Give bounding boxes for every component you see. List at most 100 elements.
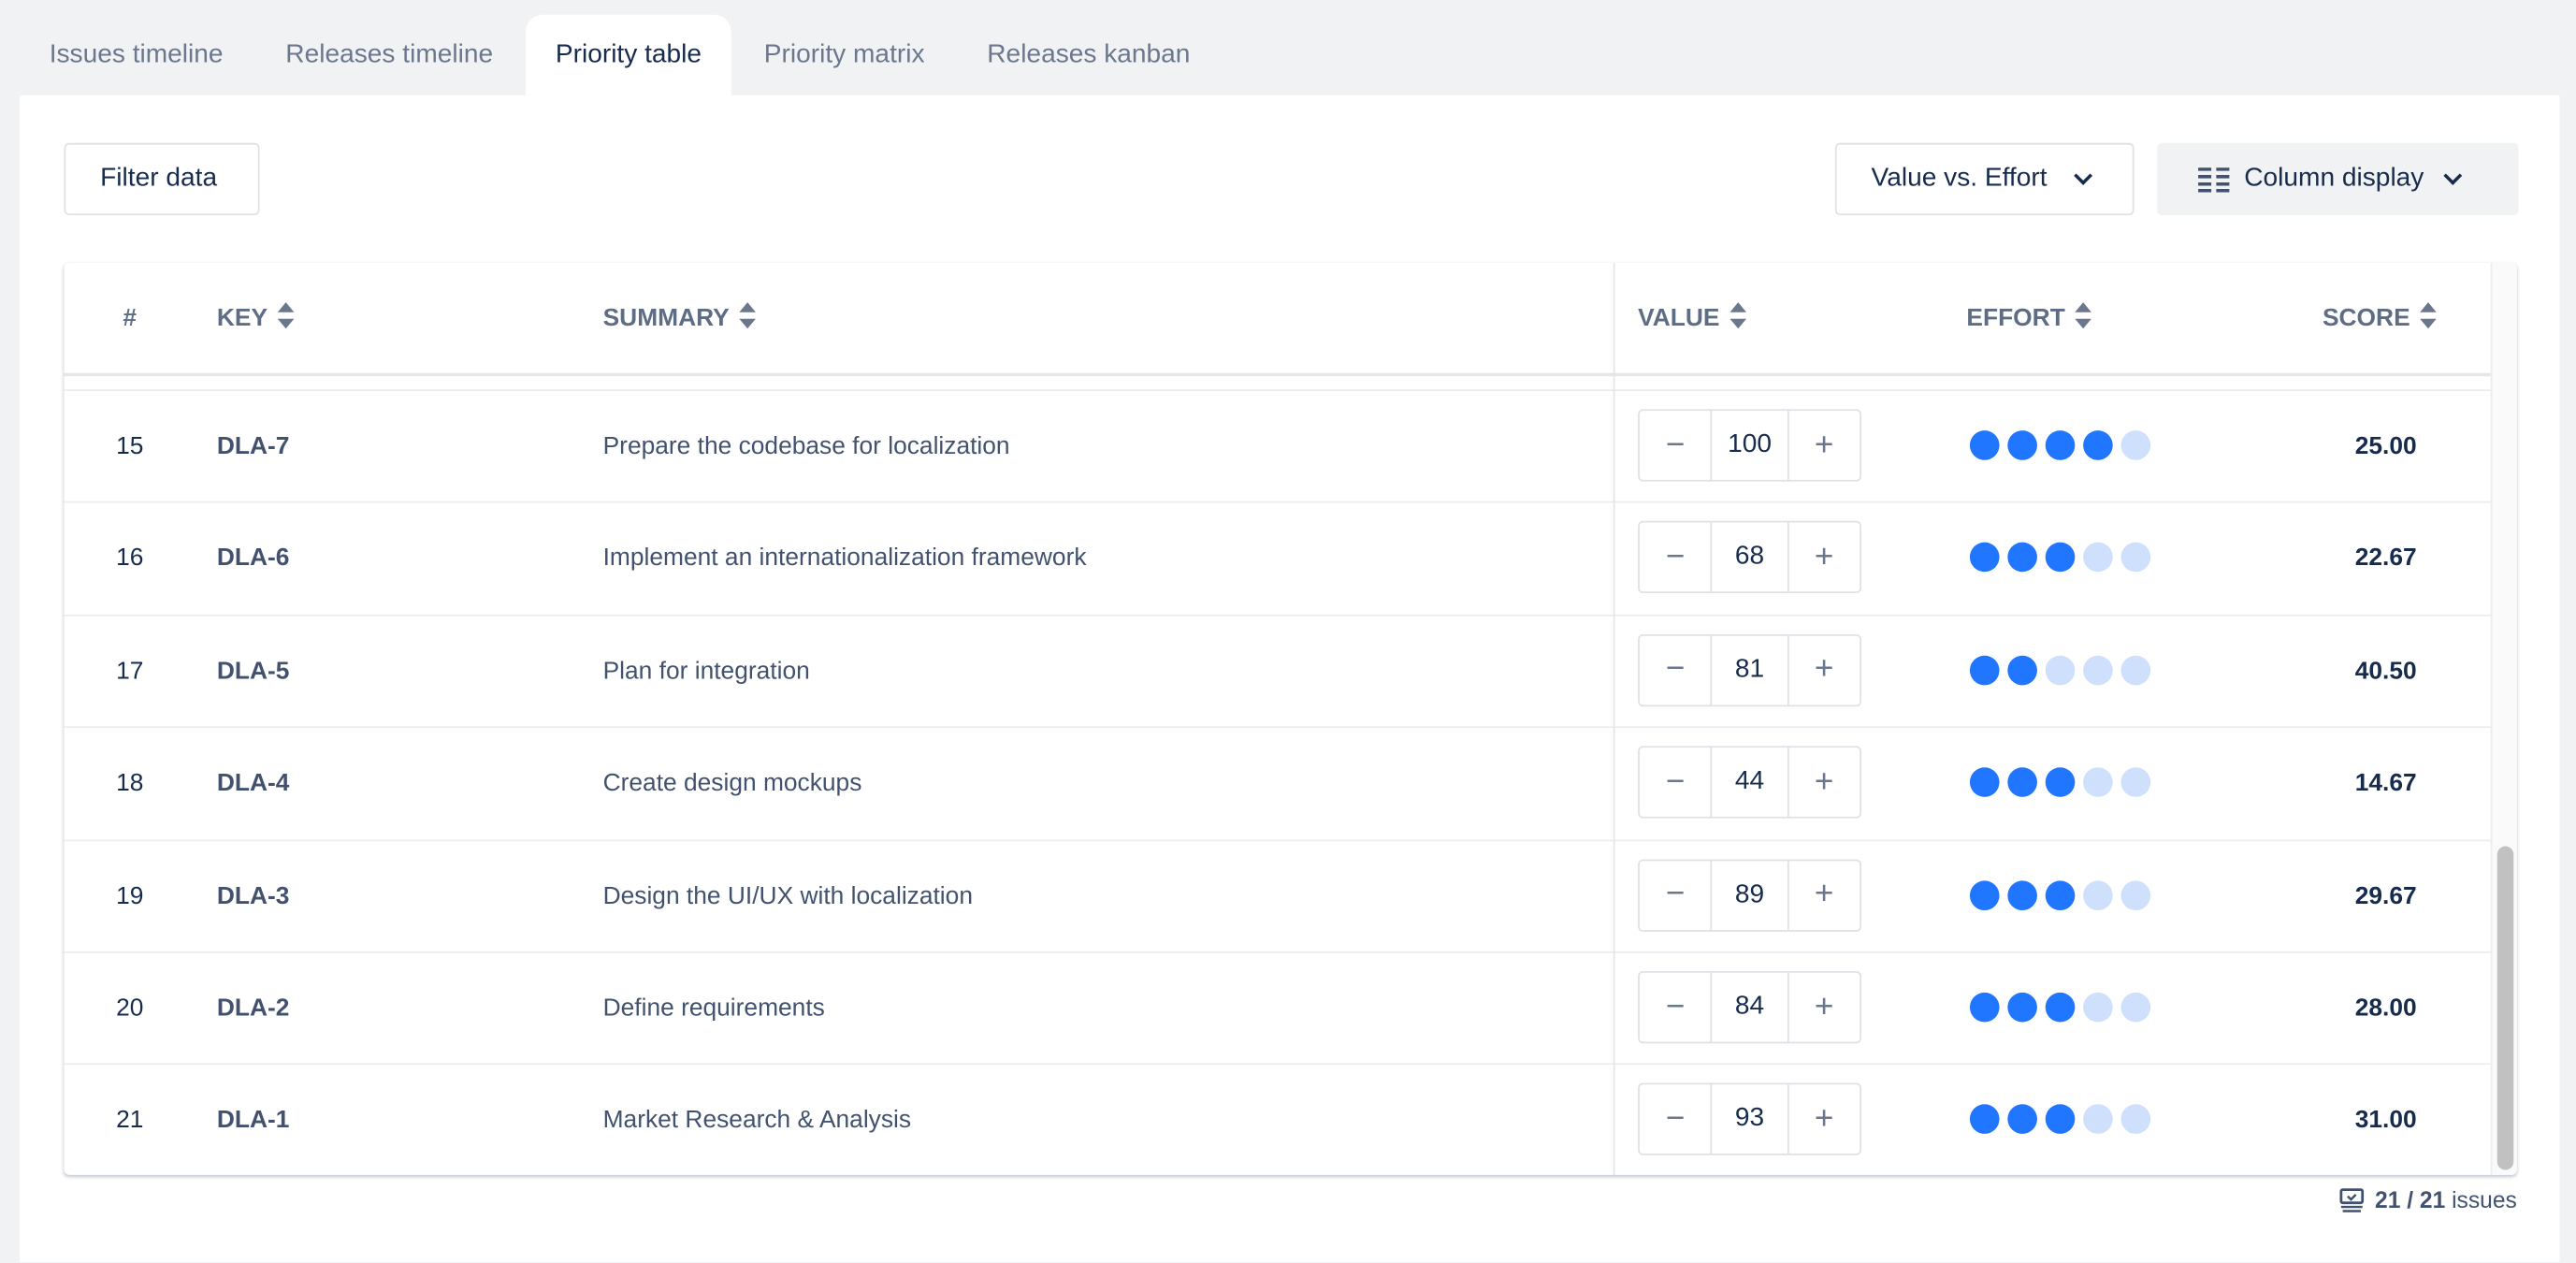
effort-dot[interactable] — [1969, 767, 2000, 798]
table-row[interactable]: 18 DLA-4 Create design mockups − 44 + 14… — [64, 726, 2491, 838]
effort-dot[interactable] — [1969, 879, 2000, 910]
effort-rating[interactable] — [1969, 655, 2159, 686]
decrement-button[interactable]: − — [1665, 651, 1686, 688]
value-input[interactable]: 68 — [1711, 523, 1789, 592]
tab-priority-matrix[interactable]: Priority matrix — [763, 40, 925, 69]
value-input[interactable]: 100 — [1711, 411, 1789, 480]
effort-dot[interactable] — [2083, 655, 2113, 686]
decrement-button[interactable]: − — [1665, 988, 1686, 1025]
row-number: 17 — [116, 657, 144, 686]
effort-dot[interactable] — [2083, 879, 2113, 910]
header-effort-label: EFFORT — [1966, 303, 2065, 332]
effort-dot[interactable] — [2045, 1104, 2076, 1135]
effort-rating[interactable] — [1969, 430, 2159, 460]
issue-key[interactable]: DLA-1 — [216, 1106, 290, 1135]
effort-dot[interactable] — [2120, 767, 2151, 798]
table-row[interactable]: 16 DLA-6 Implement an internationalizati… — [64, 501, 2491, 613]
tab-issues-timeline[interactable]: Issues timeline — [49, 40, 224, 69]
issue-key[interactable]: DLA-4 — [216, 769, 290, 798]
effort-dot[interactable] — [1969, 992, 2000, 1023]
increment-button[interactable]: + — [1814, 426, 1834, 463]
decrement-button[interactable]: − — [1665, 876, 1686, 912]
increment-button[interactable]: + — [1814, 651, 1834, 688]
effort-dot[interactable] — [2007, 767, 2037, 798]
effort-rating[interactable] — [1969, 992, 2159, 1023]
mode-dropdown[interactable]: Value vs. Effort — [1834, 142, 2135, 216]
effort-dot[interactable] — [2007, 992, 2037, 1023]
decrement-button[interactable]: − — [1665, 538, 1686, 575]
effort-dot[interactable] — [2083, 1104, 2113, 1135]
effort-dot[interactable] — [2083, 543, 2113, 573]
effort-dot[interactable] — [2120, 1104, 2151, 1135]
decrement-button[interactable]: − — [1665, 763, 1686, 800]
effort-dot[interactable] — [2007, 879, 2037, 910]
header-value[interactable]: VALUE — [1638, 263, 1746, 373]
issue-key[interactable]: DLA-5 — [216, 657, 290, 686]
tab-releases-kanban[interactable]: Releases kanban — [987, 40, 1191, 69]
effort-dot[interactable] — [2045, 992, 2076, 1023]
scrollbar-thumb[interactable] — [2496, 846, 2514, 1170]
effort-dot[interactable] — [1969, 543, 2000, 573]
effort-dot[interactable] — [2120, 992, 2151, 1023]
effort-dot[interactable] — [1969, 655, 2000, 686]
effort-rating[interactable] — [1969, 767, 2159, 798]
effort-dot[interactable] — [2045, 879, 2076, 910]
header-score[interactable]: SCORE — [2323, 263, 2437, 373]
tab-priority-table[interactable]: Priority table — [526, 14, 731, 95]
effort-dot[interactable] — [2007, 655, 2037, 686]
issue-key[interactable]: DLA-2 — [216, 994, 290, 1023]
sort-icon[interactable] — [2075, 302, 2091, 329]
column-display-label: Column display — [2244, 164, 2424, 193]
effort-dot[interactable] — [2120, 655, 2151, 686]
table-row[interactable]: 17 DLA-5 Plan for integration − 81 + 40.… — [64, 614, 2491, 726]
value-input[interactable]: 81 — [1711, 635, 1789, 705]
effort-dot[interactable] — [2083, 430, 2113, 460]
sort-icon[interactable] — [2420, 302, 2437, 329]
effort-rating[interactable] — [1969, 543, 2159, 573]
effort-rating[interactable] — [1969, 879, 2159, 910]
effort-dot[interactable] — [2007, 1104, 2037, 1135]
sort-icon[interactable] — [739, 302, 756, 329]
effort-dot[interactable] — [2083, 767, 2113, 798]
effort-dot[interactable] — [2045, 430, 2076, 460]
table-row[interactable]: 15 DLA-7 Prepare the codebase for locali… — [64, 389, 2491, 501]
table-row[interactable]: 19 DLA-3 Design the UI/UX with localizat… — [64, 838, 2491, 951]
table-row[interactable]: 20 DLA-2 Define requirements − 84 + 28.0… — [64, 951, 2491, 1063]
effort-dot[interactable] — [2120, 879, 2151, 910]
increment-button[interactable]: + — [1814, 538, 1834, 575]
decrement-button[interactable]: − — [1665, 426, 1686, 463]
issue-key[interactable]: DLA-7 — [216, 431, 290, 460]
table-row[interactable]: 21 DLA-1 Market Research & Analysis − 93… — [64, 1064, 2491, 1175]
sort-icon[interactable] — [1729, 302, 1746, 329]
increment-button[interactable]: + — [1814, 988, 1834, 1025]
header-effort[interactable]: EFFORT — [1966, 263, 2091, 373]
sort-icon[interactable] — [277, 302, 295, 329]
vertical-scrollbar[interactable] — [2490, 263, 2517, 1175]
issue-key[interactable]: DLA-6 — [216, 544, 290, 573]
effort-dot[interactable] — [2007, 430, 2037, 460]
issue-key[interactable]: DLA-3 — [216, 881, 290, 910]
effort-rating[interactable] — [1969, 1104, 2159, 1135]
effort-dot[interactable] — [2045, 767, 2076, 798]
increment-button[interactable]: + — [1814, 876, 1834, 912]
effort-dot[interactable] — [2120, 543, 2151, 573]
header-key[interactable]: KEY — [217, 263, 295, 373]
decrement-button[interactable]: − — [1665, 1100, 1686, 1138]
effort-dot[interactable] — [2120, 430, 2151, 460]
tab-releases-timeline[interactable]: Releases timeline — [285, 40, 494, 69]
value-input[interactable]: 84 — [1711, 972, 1789, 1042]
effort-dot[interactable] — [2045, 543, 2076, 573]
effort-dot[interactable] — [2045, 655, 2076, 686]
value-input[interactable]: 93 — [1711, 1084, 1789, 1154]
column-display-button[interactable]: Column display — [2157, 142, 2519, 216]
value-input[interactable]: 44 — [1711, 748, 1789, 818]
effort-dot[interactable] — [1969, 1104, 2000, 1135]
effort-dot[interactable] — [1969, 430, 2000, 460]
header-summary[interactable]: SUMMARY — [603, 263, 756, 373]
effort-dot[interactable] — [2083, 992, 2113, 1023]
increment-button[interactable]: + — [1814, 1100, 1834, 1138]
value-input[interactable]: 89 — [1711, 860, 1789, 930]
increment-button[interactable]: + — [1814, 763, 1834, 800]
effort-dot[interactable] — [2007, 543, 2037, 573]
filter-data-button[interactable]: Filter data — [64, 142, 260, 216]
